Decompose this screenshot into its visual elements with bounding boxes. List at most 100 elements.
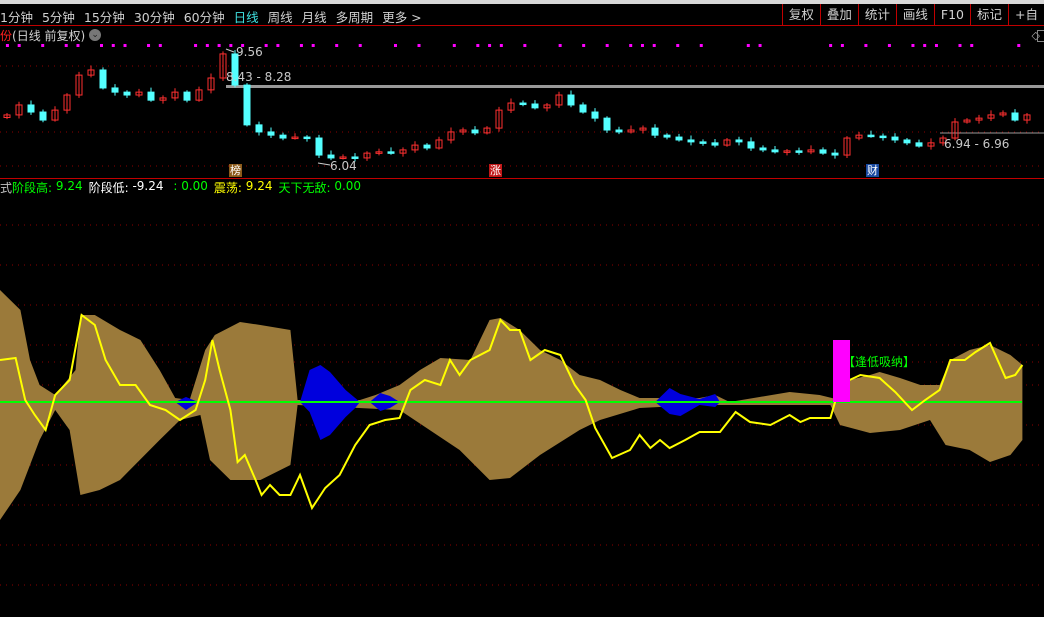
- marker-bang[interactable]: 榜: [229, 164, 242, 177]
- signal-dot: [205, 44, 209, 47]
- adjustment-mode: (日线 前复权): [12, 28, 86, 43]
- tab-period-4[interactable]: 60分钟: [183, 10, 225, 25]
- candle-down: [903, 139, 911, 144]
- signal-dot: [111, 44, 115, 47]
- signal-dot: [488, 44, 492, 47]
- signal-dot: [558, 44, 562, 47]
- signal-dot: [476, 44, 480, 47]
- candle-down: [327, 154, 335, 159]
- marker-text: 涨: [490, 164, 501, 177]
- candle-down: [111, 87, 119, 93]
- signal-dot: [241, 44, 245, 47]
- candle-up: [483, 127, 491, 134]
- candle-up: [51, 109, 59, 121]
- signal-dot: [970, 44, 974, 47]
- indicator-value: -9.24: [132, 179, 164, 193]
- candle-down: [27, 104, 35, 113]
- candle-down: [651, 127, 659, 136]
- signal-dot: [123, 44, 127, 47]
- signal-dot: [676, 44, 680, 47]
- low-price-label: 6.04: [330, 159, 357, 173]
- candle-down: [795, 150, 803, 153]
- indicator-legend: 式 阶段高: 9.24 阶段低: -9.24 : 0.00 震荡: 9.24 天下无敌…: [0, 179, 367, 196]
- signal-label: 【逢低吸纳】: [843, 355, 916, 369]
- tab-period-8[interactable]: 多周期: [335, 10, 374, 25]
- tool-button-0[interactable]: 复权: [781, 4, 820, 26]
- candle-up: [375, 151, 383, 154]
- marker-cai[interactable]: 财: [866, 164, 879, 177]
- high-price-label: 9.56: [236, 45, 263, 59]
- candle-down: [867, 134, 875, 138]
- signal-dot: [335, 44, 339, 47]
- tool-button-1[interactable]: 叠加: [819, 4, 858, 26]
- high-arrow: [225, 48, 235, 53]
- candle-up: [1023, 114, 1031, 121]
- tab-period-7[interactable]: 月线: [301, 10, 327, 25]
- candle-up: [843, 137, 851, 156]
- candle-up: [543, 104, 551, 109]
- tab-period-2[interactable]: 15分钟: [83, 10, 125, 25]
- candle-down: [267, 131, 275, 136]
- signal-dot: [358, 44, 362, 47]
- candle-down: [1011, 112, 1019, 121]
- candle-down: [567, 94, 575, 106]
- tool-button-4[interactable]: F10: [933, 4, 970, 26]
- signal-dot: [605, 44, 609, 47]
- candle-up: [951, 121, 959, 139]
- tab-period-0[interactable]: 1分钟: [0, 10, 33, 25]
- marker-text: 财: [867, 164, 878, 177]
- signal-dot: [217, 44, 221, 47]
- candle-up: [159, 97, 167, 101]
- candle-down: [123, 91, 131, 96]
- tool-button-3[interactable]: 画线: [895, 4, 934, 26]
- signal-dot: [758, 44, 762, 47]
- period-tabs: 1分钟 5分钟 15分钟 30分钟 60分钟 日线 周线 月线 多周期 更多 >: [0, 7, 431, 26]
- tool-button-2[interactable]: 统计: [857, 4, 896, 26]
- signal-dot: [629, 44, 633, 47]
- candle-up: [999, 112, 1007, 116]
- chevron-down-icon[interactable]: ⌄: [89, 29, 102, 41]
- signal-dot: [840, 44, 844, 47]
- tab-period-6[interactable]: 周线: [267, 10, 293, 25]
- tab-period-1[interactable]: 5分钟: [41, 10, 75, 25]
- candle-down: [831, 152, 839, 156]
- candle-up: [939, 137, 947, 144]
- range-label: 6.94 - 6.96: [944, 137, 1009, 151]
- chart-info-row: 份 (日线 前复权) ⌄: [0, 27, 102, 43]
- signal-dot: [699, 44, 703, 47]
- candle-up: [171, 91, 179, 99]
- candle-up: [87, 69, 95, 76]
- stock-name: 份: [0, 28, 13, 43]
- tab-period-5[interactable]: 日线: [233, 10, 259, 25]
- tool-button-5[interactable]: 标记: [970, 4, 1008, 26]
- tool-button-6[interactable]: +自: [1008, 4, 1044, 26]
- candle-up: [435, 139, 443, 149]
- diamond-icon[interactable]: ◇: [1031, 29, 1040, 42]
- candle-down: [231, 53, 239, 86]
- candle-up: [555, 94, 563, 106]
- signal-dot: [311, 44, 315, 47]
- signal-dot: [958, 44, 962, 47]
- candle-down: [891, 136, 899, 141]
- candle-down: [879, 135, 887, 139]
- signal-dot: [229, 44, 233, 47]
- tab-period-9[interactable]: 更多 >: [382, 10, 422, 25]
- candle-down: [663, 134, 671, 138]
- candle-up: [507, 102, 515, 111]
- candle-up: [15, 104, 23, 116]
- candle-down: [771, 149, 779, 153]
- candle-down: [303, 136, 311, 140]
- tab-period-3[interactable]: 30分钟: [133, 10, 175, 25]
- signal-dot: [452, 44, 456, 47]
- oscillation-band: [0, 290, 1023, 520]
- candle-down: [915, 142, 923, 147]
- signal-dot: [523, 44, 527, 47]
- candle-up: [339, 156, 347, 159]
- candle-up: [627, 129, 635, 133]
- signal-dot: [299, 44, 303, 47]
- indicator-value: 0.00: [181, 179, 208, 193]
- low-arrow: [317, 162, 331, 166]
- marker-zhang[interactable]: 涨: [489, 164, 502, 177]
- panel-toggle-icon[interactable]: [1037, 30, 1044, 42]
